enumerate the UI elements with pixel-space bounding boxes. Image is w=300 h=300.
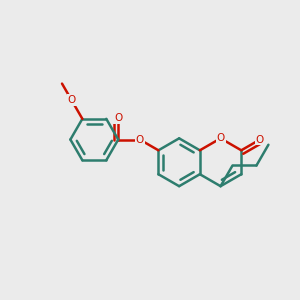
Text: O: O: [216, 133, 225, 143]
Text: O: O: [68, 95, 76, 105]
Text: O: O: [114, 113, 122, 123]
Text: O: O: [136, 134, 144, 145]
Text: O: O: [256, 134, 264, 145]
